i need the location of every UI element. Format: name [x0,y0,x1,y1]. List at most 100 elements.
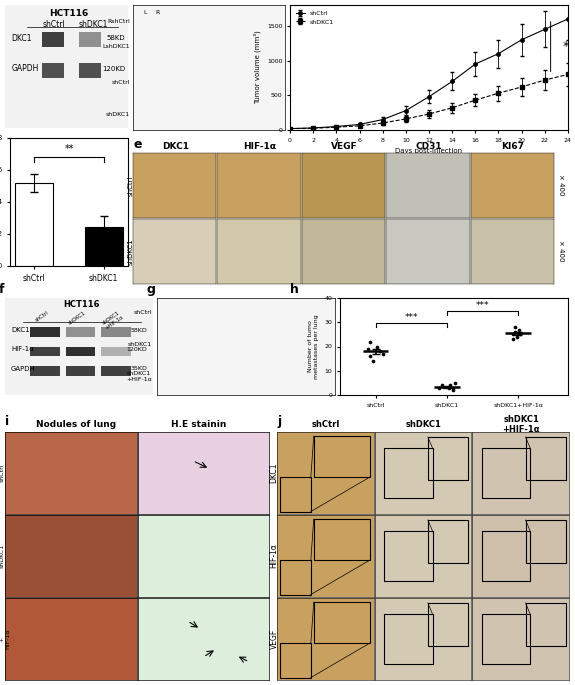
Bar [30,327,60,337]
Point [514,324,523,335]
Text: c: c [256,0,264,3]
Point [450,377,459,388]
Point [379,348,388,359]
Bar [280,477,311,512]
Bar [384,449,432,497]
Text: h: h [290,283,299,296]
Bar [42,63,64,77]
Bar [101,366,131,375]
Point [510,327,519,338]
Text: a: a [0,0,7,3]
Text: shCtrl: shCtrl [112,80,130,85]
Text: g: g [146,283,155,296]
Text: shCtrl: shCtrl [34,310,50,323]
Bar [280,643,311,677]
Text: shDKC1
+HIF-1α: shDKC1 +HIF-1α [126,371,152,382]
Point [365,351,374,362]
Y-axis label: HIF-1α: HIF-1α [270,544,279,569]
Text: *: * [562,40,569,53]
Y-axis label: VEGF: VEGF [270,629,279,649]
Bar [428,437,469,480]
Bar [384,614,432,664]
Text: j: j [277,415,281,428]
Bar [66,327,95,337]
Bar [526,520,566,562]
Y-axis label: shDKC1: shDKC1 [127,238,133,265]
Text: LshDKC1: LshDKC1 [102,44,130,49]
Text: × 400: × 400 [558,240,564,262]
Bar [85,227,122,266]
Point [508,329,518,340]
Point [365,336,374,347]
Text: shDKC1: shDKC1 [79,20,108,29]
Bar [526,603,566,645]
Bar [30,366,60,375]
Point [369,356,378,366]
Point [515,329,524,340]
Text: 120KD: 120KD [102,66,125,72]
Bar [101,347,131,356]
Text: i: i [5,415,9,428]
Y-axis label: DKC1: DKC1 [270,463,279,483]
Text: 58KD: 58KD [107,35,125,41]
Bar [79,32,101,47]
Legend: shCtrl, shDKC1: shCtrl, shDKC1 [293,8,336,27]
Y-axis label: shCtrl: shCtrl [127,175,133,196]
Text: L: L [143,10,147,15]
Text: shCtrl: shCtrl [312,420,340,429]
Text: R: R [155,10,159,15]
Point [448,385,458,396]
Y-axis label: shDKC1: shDKC1 [0,544,5,568]
Bar [79,63,101,77]
Text: shCtrl: shCtrl [133,310,152,315]
Point [375,346,384,357]
Text: Nodules of lung: Nodules of lung [36,420,117,429]
Text: shDKC1: shDKC1 [106,112,130,118]
Bar [101,327,131,337]
Bar [66,366,95,375]
Point [448,382,457,393]
Bar [314,436,370,477]
Text: shDKC1
+HIF-1α: shDKC1 +HIF-1α [101,310,125,331]
Text: DKC1: DKC1 [162,142,189,151]
Text: HCT116: HCT116 [64,300,100,309]
Text: ***: *** [404,313,418,322]
Point [510,322,519,333]
Point [373,341,382,352]
Text: KI67: KI67 [501,142,524,151]
Text: 35KD: 35KD [130,366,147,371]
Text: 58KD: 58KD [131,327,147,332]
Text: **: ** [64,144,74,154]
Text: GAPDH: GAPDH [11,64,39,73]
Text: HCT116: HCT116 [49,9,89,18]
Text: RshCtrl: RshCtrl [107,18,130,24]
Text: shDKC1: shDKC1 [68,310,87,325]
Bar [384,532,432,581]
Bar [42,32,64,47]
Bar [280,560,311,595]
Point [363,343,373,354]
Point [444,382,453,393]
Bar [314,602,370,643]
Text: HIF-1α: HIF-1α [11,347,34,352]
Point [508,334,518,345]
Bar [526,437,566,480]
Text: DKC1: DKC1 [11,34,32,42]
Y-axis label: shCtrl: shCtrl [0,464,5,482]
Bar [30,347,60,356]
Text: shDKC1
+HIF-1α: shDKC1 +HIF-1α [503,415,540,434]
Point [438,379,447,390]
Text: b: b [136,0,145,3]
Y-axis label: Tumor volume (mm³): Tumor volume (mm³) [254,31,261,104]
Text: GAPDH: GAPDH [11,366,36,372]
Point [512,332,522,342]
Text: VEGF: VEGF [331,142,357,151]
Text: e: e [133,138,141,151]
Bar [482,614,530,664]
Text: DKC1: DKC1 [11,327,29,333]
Bar [482,532,530,581]
Text: shDKC1: shDKC1 [128,342,152,347]
Text: f: f [0,283,5,296]
Bar [482,449,530,497]
Text: H.E stainin: H.E stainin [171,420,226,429]
